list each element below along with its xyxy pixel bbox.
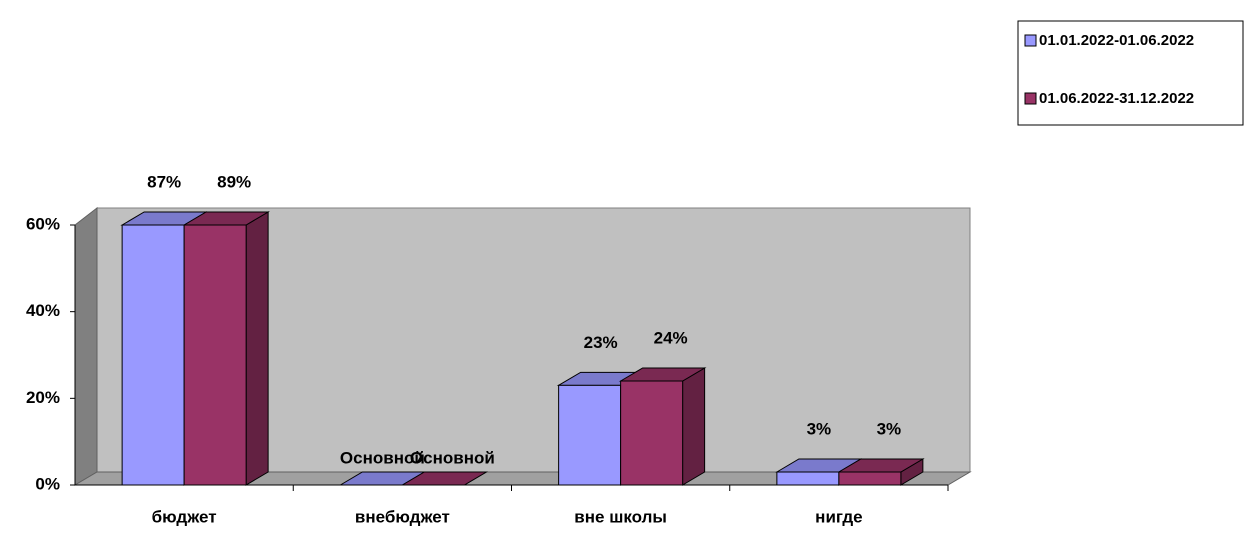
y-tick-label: 0%: [35, 474, 60, 493]
legend-label: 01.06.2022-31.12.2022: [1039, 90, 1194, 107]
data-label: 23%: [584, 333, 618, 352]
bar: [183, 224, 247, 486]
bar: [620, 380, 684, 486]
bar: [838, 471, 902, 486]
data-label: Основной: [410, 448, 495, 467]
bar: [121, 224, 185, 486]
y-tick-label: 20%: [26, 388, 60, 407]
legend-label: 01.01.2022-01.06.2022: [1039, 32, 1194, 49]
y-tick-label: 40%: [26, 301, 60, 320]
y-tick-label: 60%: [26, 214, 60, 233]
x-tick-label: бюджет: [152, 507, 217, 526]
x-tick-label: нигде: [815, 507, 862, 526]
side-wall: [74, 206, 98, 486]
legend-swatch: [1024, 92, 1037, 105]
legend-swatch: [1024, 34, 1037, 47]
data-label: 89%: [217, 172, 251, 191]
legend: [1017, 20, 1244, 126]
bar: [776, 471, 840, 486]
data-label: Основной: [340, 448, 425, 467]
bar-top: [400, 471, 489, 486]
data-label: 3%: [807, 419, 832, 438]
data-label: 3%: [877, 419, 902, 438]
x-tick-label: внебюджет: [355, 507, 450, 526]
bar: [558, 384, 622, 486]
data-label: 24%: [654, 328, 688, 347]
bar-side: [682, 367, 706, 486]
bar-side: [245, 211, 269, 486]
data-label: 87%: [147, 172, 181, 191]
x-tick-label: вне школы: [574, 507, 667, 526]
